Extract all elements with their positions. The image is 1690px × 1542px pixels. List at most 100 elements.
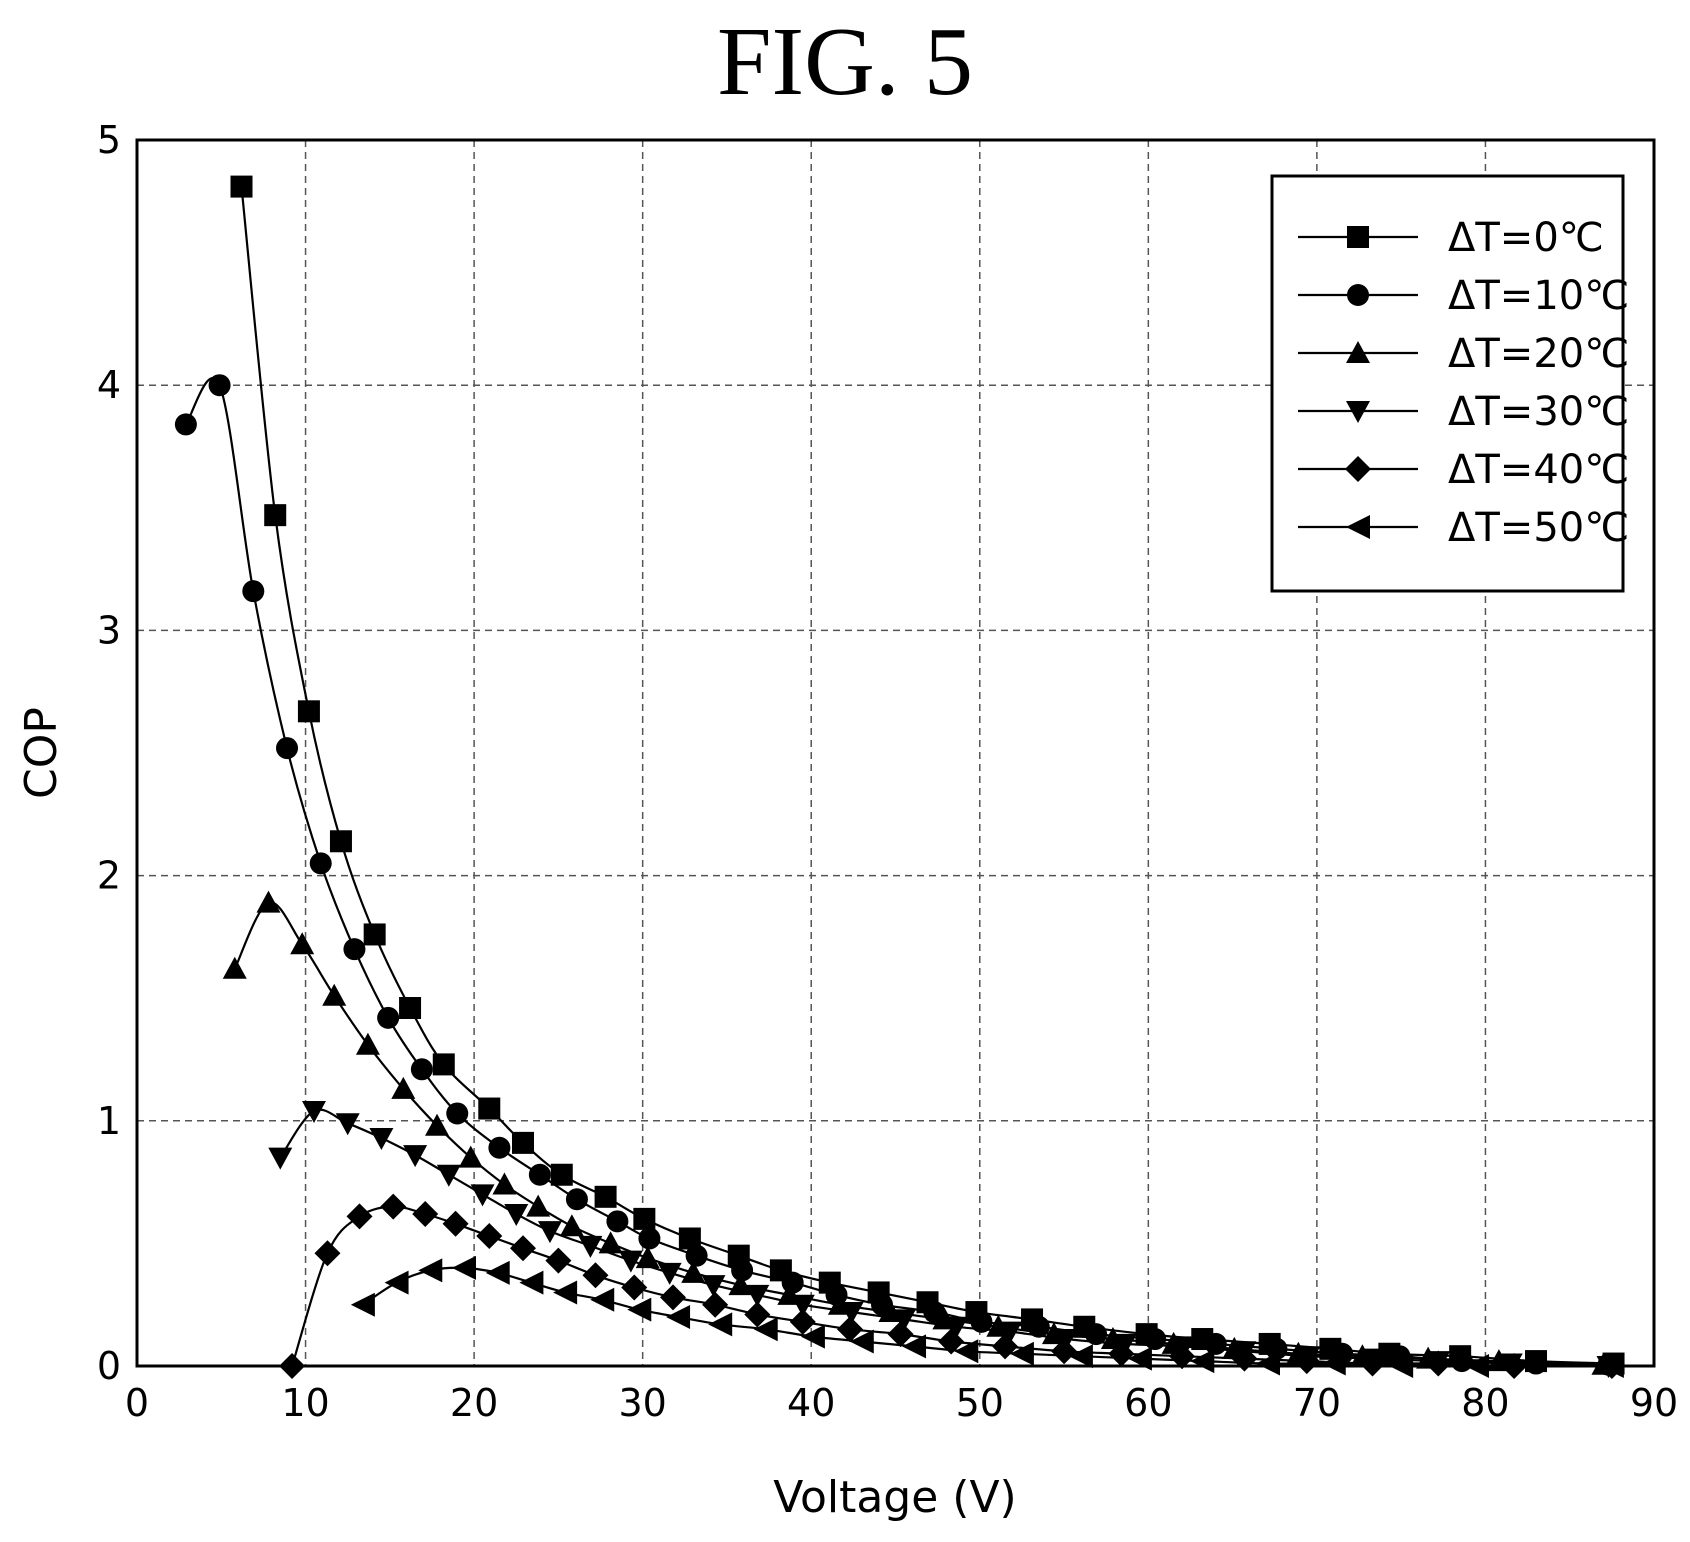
legend-marker — [1347, 284, 1369, 306]
x-tick-label: 80 — [1461, 1381, 1509, 1425]
data-point — [488, 1136, 511, 1159]
data-point — [550, 1163, 573, 1186]
data-point — [410, 1058, 433, 1081]
data-point — [276, 737, 299, 760]
data-point — [954, 1339, 979, 1364]
y-tick-label: 0 — [97, 1344, 121, 1388]
data-point — [701, 1275, 726, 1298]
data-point — [511, 1131, 534, 1154]
data-point — [290, 932, 315, 955]
legend-item: ΔT=10℃ — [1298, 273, 1629, 319]
x-tick-label: 40 — [787, 1381, 835, 1425]
data-point — [753, 1317, 778, 1342]
data-point — [553, 1280, 578, 1305]
data-point — [836, 1316, 863, 1343]
legend-label: ΔT=10℃ — [1448, 273, 1629, 319]
data-point — [451, 1255, 476, 1280]
data-point — [446, 1102, 469, 1125]
data-point — [476, 1223, 503, 1250]
data-point — [369, 1127, 394, 1150]
data-point — [425, 1113, 450, 1136]
series-layer — [174, 175, 1625, 1379]
data-point — [470, 1184, 495, 1207]
legend-label: ΔT=40℃ — [1448, 447, 1629, 493]
data-point — [343, 938, 366, 961]
legend-marker — [1346, 515, 1370, 539]
data-point — [559, 1214, 584, 1237]
x-tick-label: 30 — [618, 1381, 666, 1425]
data-point — [598, 1231, 623, 1254]
data-point — [887, 1321, 914, 1348]
legend-label: ΔT=30℃ — [1448, 389, 1629, 435]
data-point — [485, 1260, 510, 1285]
data-point — [442, 1210, 469, 1237]
data-point — [436, 1164, 461, 1187]
data-point — [744, 1301, 771, 1328]
data-point — [582, 1262, 609, 1289]
data-point — [391, 1076, 416, 1099]
data-point — [1108, 1340, 1135, 1367]
data-point — [458, 1145, 483, 1168]
data-point — [519, 1270, 544, 1295]
data-point — [335, 1113, 360, 1136]
data-point — [1068, 1344, 1093, 1369]
y-axis-title: COP — [16, 707, 67, 799]
data-point — [789, 1308, 816, 1335]
data-point — [492, 1172, 517, 1195]
data-point — [174, 413, 197, 436]
data-point — [685, 1244, 708, 1267]
data-point — [222, 956, 247, 979]
data-point — [891, 1309, 916, 1332]
data-point — [314, 1240, 341, 1267]
data-point — [297, 700, 320, 723]
data-point — [208, 374, 231, 397]
data-point — [264, 504, 287, 527]
x-tick-label: 50 — [956, 1381, 1004, 1425]
data-point — [708, 1312, 733, 1337]
data-point — [638, 1227, 661, 1250]
data-point — [355, 1032, 380, 1055]
data-point — [418, 1258, 443, 1283]
y-tick-label: 2 — [97, 854, 121, 898]
data-point — [731, 1259, 754, 1282]
x-tick-label: 60 — [1124, 1381, 1172, 1425]
data-point — [242, 580, 265, 603]
data-point — [998, 1321, 1023, 1344]
data-point — [635, 1246, 660, 1269]
data-point — [702, 1291, 729, 1318]
data-point — [350, 1292, 375, 1317]
data-point — [346, 1203, 373, 1230]
x-axis-title: Voltage (V) — [773, 1472, 1016, 1523]
data-point — [657, 1262, 682, 1285]
legend-label: ΔT=50℃ — [1448, 505, 1629, 551]
data-point — [1085, 1323, 1108, 1346]
data-point — [606, 1210, 629, 1233]
legend-marker — [1345, 456, 1371, 482]
data-point — [590, 1287, 615, 1312]
legend: ΔT=0℃ ΔT=10℃ ΔT=20℃ ΔT=30℃ ΔT=40℃ ΔT=50℃ — [1270, 174, 1629, 593]
x-tick-label: 0 — [125, 1381, 149, 1425]
data-point — [363, 923, 386, 946]
data-point — [902, 1334, 927, 1359]
data-point — [230, 175, 253, 198]
figure-title: FIG. 5 — [717, 8, 973, 116]
data-point — [1051, 1338, 1078, 1365]
data-point — [545, 1247, 572, 1274]
data-point — [478, 1097, 501, 1120]
legend-marker — [1346, 341, 1370, 363]
data-point — [618, 1250, 643, 1273]
data-point — [633, 1207, 656, 1230]
data-point — [509, 1235, 536, 1262]
data-point — [970, 1310, 993, 1333]
x-tick-label: 10 — [281, 1381, 329, 1425]
data-point — [432, 1053, 455, 1076]
data-point — [412, 1200, 439, 1227]
data-point — [938, 1328, 965, 1355]
data-point — [399, 997, 422, 1020]
data-point — [1256, 1351, 1281, 1376]
data-point — [537, 1221, 562, 1244]
data-point — [322, 983, 347, 1006]
data-point — [666, 1304, 691, 1329]
legend-marker — [1347, 226, 1369, 248]
